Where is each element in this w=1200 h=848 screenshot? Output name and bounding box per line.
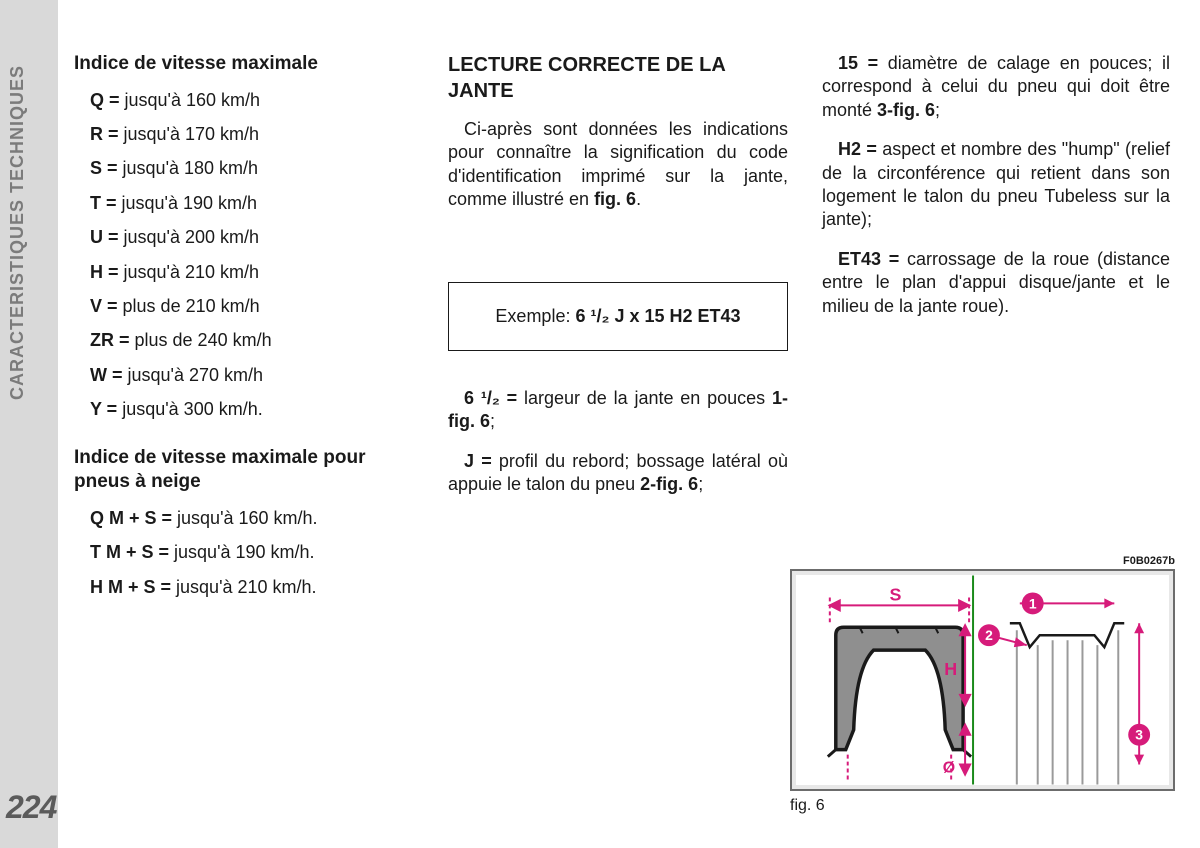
figure-6: F0B0267b — [790, 555, 1175, 815]
snow-speed-line: H M + S = jusqu'à 210 km/h. — [90, 576, 414, 599]
figure-caption: fig. 6 — [790, 797, 1175, 815]
callout-2: 2 — [985, 627, 993, 643]
column-1: Indice de vitesse maximale Q = jusqu'à 1… — [74, 52, 414, 623]
def2-text: profil du rebord; bossage latéral où app… — [448, 451, 788, 494]
column-3: 15 = diamètre de calage en pouces; il co… — [822, 52, 1170, 623]
def3-ref: 3-fig. 6 — [877, 100, 935, 120]
def4-code: H2 = — [838, 139, 877, 159]
speed-line: Y = jusqu'à 300 km/h. — [90, 398, 414, 421]
callout-3: 3 — [1135, 727, 1143, 743]
snow-speed-list: Q M + S = jusqu'à 160 km/h. T M + S = jus… — [90, 507, 414, 599]
intro-end: . — [636, 189, 641, 209]
callout-1: 1 — [1029, 595, 1037, 611]
label-S: S — [889, 584, 901, 604]
snow-speed-line: T M + S = jusqu'à 190 km/h. — [90, 541, 414, 564]
speed-line: ZR = plus de 240 km/h — [90, 329, 414, 352]
def2-code: J = — [464, 451, 492, 471]
speed-line: V = plus de 210 km/h — [90, 295, 414, 318]
snow-speed-line: Q M + S = jusqu'à 160 km/h. — [90, 507, 414, 530]
speed-line: S = jusqu'à 180 km/h — [90, 157, 414, 180]
def-15: 15 = diamètre de calage en pouces; il co… — [822, 52, 1170, 122]
def5-code: ET43 = — [838, 249, 899, 269]
page-number: 224 — [6, 789, 56, 826]
speed-index-list: Q = jusqu'à 160 km/h R = jusqu'à 170 km/h… — [90, 89, 414, 422]
example-label: Exemple: — [495, 306, 575, 326]
figure-code: F0B0267b — [790, 555, 1175, 567]
speed-heading: Indice de vitesse maximale — [74, 52, 414, 77]
def-H2: H2 = aspect et nombre des "hump" (relief… — [822, 138, 1170, 232]
def-ET43: ET43 = carrossage de la roue (distance e… — [822, 248, 1170, 318]
column-2: LECTURE CORRECTE DE LA JANTE Ci-après so… — [448, 52, 788, 623]
speed-line: R = jusqu'à 170 km/h — [90, 123, 414, 146]
figure-inner: S H Ø — [796, 575, 1169, 785]
def1-code: 6 ¹/₂ = — [464, 388, 517, 408]
speed-line: T = jusqu'à 190 km/h — [90, 192, 414, 215]
rim-reading-heading: LECTURE CORRECTE DE LA JANTE — [448, 52, 788, 104]
example-value: 6 ¹/₂ J x 15 H2 ET43 — [575, 306, 740, 326]
def-6half: 6 ¹/₂ = largeur de la jante en pouces 1-… — [448, 387, 788, 434]
intro-fig-ref: fig. 6 — [594, 189, 636, 209]
section-label: CARACTERISTIQUES TECHNIQUES — [7, 65, 28, 400]
label-phi: Ø — [943, 760, 955, 777]
speed-line: H = jusqu'à 210 km/h — [90, 261, 414, 284]
figure-frame: S H Ø — [790, 569, 1175, 791]
rim-intro-paragraph: Ci-après sont données les indications po… — [448, 118, 788, 212]
def-J: J = profil du rebord; bossage latéral où… — [448, 450, 788, 497]
def2-ref: 2-fig. 6 — [640, 474, 698, 494]
speed-line: U = jusqu'à 200 km/h — [90, 226, 414, 249]
snow-heading: Indice de vitesse maximale pour pneus à … — [74, 446, 414, 495]
rim-diagram-svg: S H Ø — [796, 575, 1169, 785]
content-area: Indice de vitesse maximale Q = jusqu'à 1… — [74, 52, 1189, 623]
def3-end: ; — [935, 100, 940, 120]
def1-text: largeur de la jante en pouces — [517, 388, 772, 408]
speed-line: W = jusqu'à 270 km/h — [90, 364, 414, 387]
def1-end: ; — [490, 411, 495, 431]
def3-code: 15 = — [838, 53, 878, 73]
rim-example-box: Exemple: 6 ¹/₂ J x 15 H2 ET43 — [448, 282, 788, 351]
speed-line: Q = jusqu'à 160 km/h — [90, 89, 414, 112]
label-H: H — [944, 659, 957, 679]
def2-end: ; — [698, 474, 703, 494]
